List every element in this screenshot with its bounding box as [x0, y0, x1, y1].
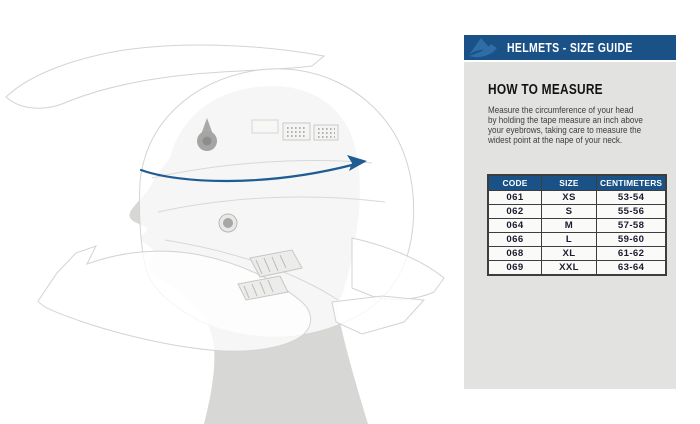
header-centimeters: CENTIMETERS [596, 174, 667, 191]
instruction-line: Measure the circumference of your head [488, 105, 634, 115]
table-row: 069 XXL 63-64 [487, 260, 667, 276]
table-row: 066 L 59-60 [487, 232, 667, 247]
instruction-line: your eyebrows, taking care to measure th… [488, 124, 642, 135]
cell-cm: 57-58 [596, 218, 667, 233]
cell-cm: 59-60 [596, 232, 667, 247]
helmet-top-vents [251, 119, 339, 141]
cell-size: XL [541, 246, 597, 261]
acerbis-logo-icon [466, 35, 500, 60]
helmet-rear-flap [331, 295, 426, 335]
table-row: 061 XS 53-54 [487, 190, 667, 205]
measurement-line [139, 155, 367, 183]
cell-cm: 55-56 [596, 204, 667, 219]
helmet-measure-illustration [5, 44, 445, 424]
helmet-visor-pivot [218, 213, 238, 233]
helmet-outline [5, 44, 445, 352]
cell-size: S [541, 204, 597, 219]
header-size: SIZE [541, 174, 597, 191]
header-code: CODE [487, 174, 542, 191]
cell-cm: 63-64 [596, 260, 667, 276]
instruction-line: widest point at the nape of your neck. [488, 134, 623, 145]
size-table: CODE SIZE CENTIMETERS 061 XS 53-54 062 S… [487, 174, 668, 276]
helmet-vent-screw [197, 118, 217, 151]
cell-size: XS [541, 190, 597, 205]
cell-code: 064 [487, 218, 542, 233]
helmet-visor-peak [5, 44, 326, 109]
cell-size: XXL [541, 260, 597, 276]
cell-code: 068 [487, 246, 542, 261]
measurement-arrowhead [347, 155, 367, 171]
cell-cm: 53-54 [596, 190, 667, 205]
cell-size: L [541, 232, 597, 247]
panel-title-bar: HELMETS - SIZE GUIDE [464, 35, 676, 60]
cell-code: 062 [487, 204, 542, 219]
cell-cm: 61-62 [596, 246, 667, 261]
table-row: 062 S 55-56 [487, 204, 667, 219]
panel-title: HELMETS - SIZE GUIDE [507, 40, 633, 55]
helmet-chin-guard [37, 245, 312, 352]
helmet-side-vent-slats [243, 254, 287, 299]
cell-code: 066 [487, 232, 542, 247]
table-row: 068 XL 61-62 [487, 246, 667, 261]
size-guide-panel: HOW TO MEASURE Measure the circumference… [464, 62, 676, 389]
cell-size: M [541, 218, 597, 233]
instruction-line: by holding the tape measure an inch abov… [488, 114, 643, 125]
how-to-measure-heading: HOW TO MEASURE [488, 82, 603, 98]
cell-code: 061 [487, 190, 542, 205]
measure-instructions: Measure the circumference of your head b… [488, 105, 643, 146]
size-table-header-row: CODE SIZE CENTIMETERS [487, 174, 667, 191]
table-row: 064 M 57-58 [487, 218, 667, 233]
cell-code: 069 [487, 260, 542, 276]
